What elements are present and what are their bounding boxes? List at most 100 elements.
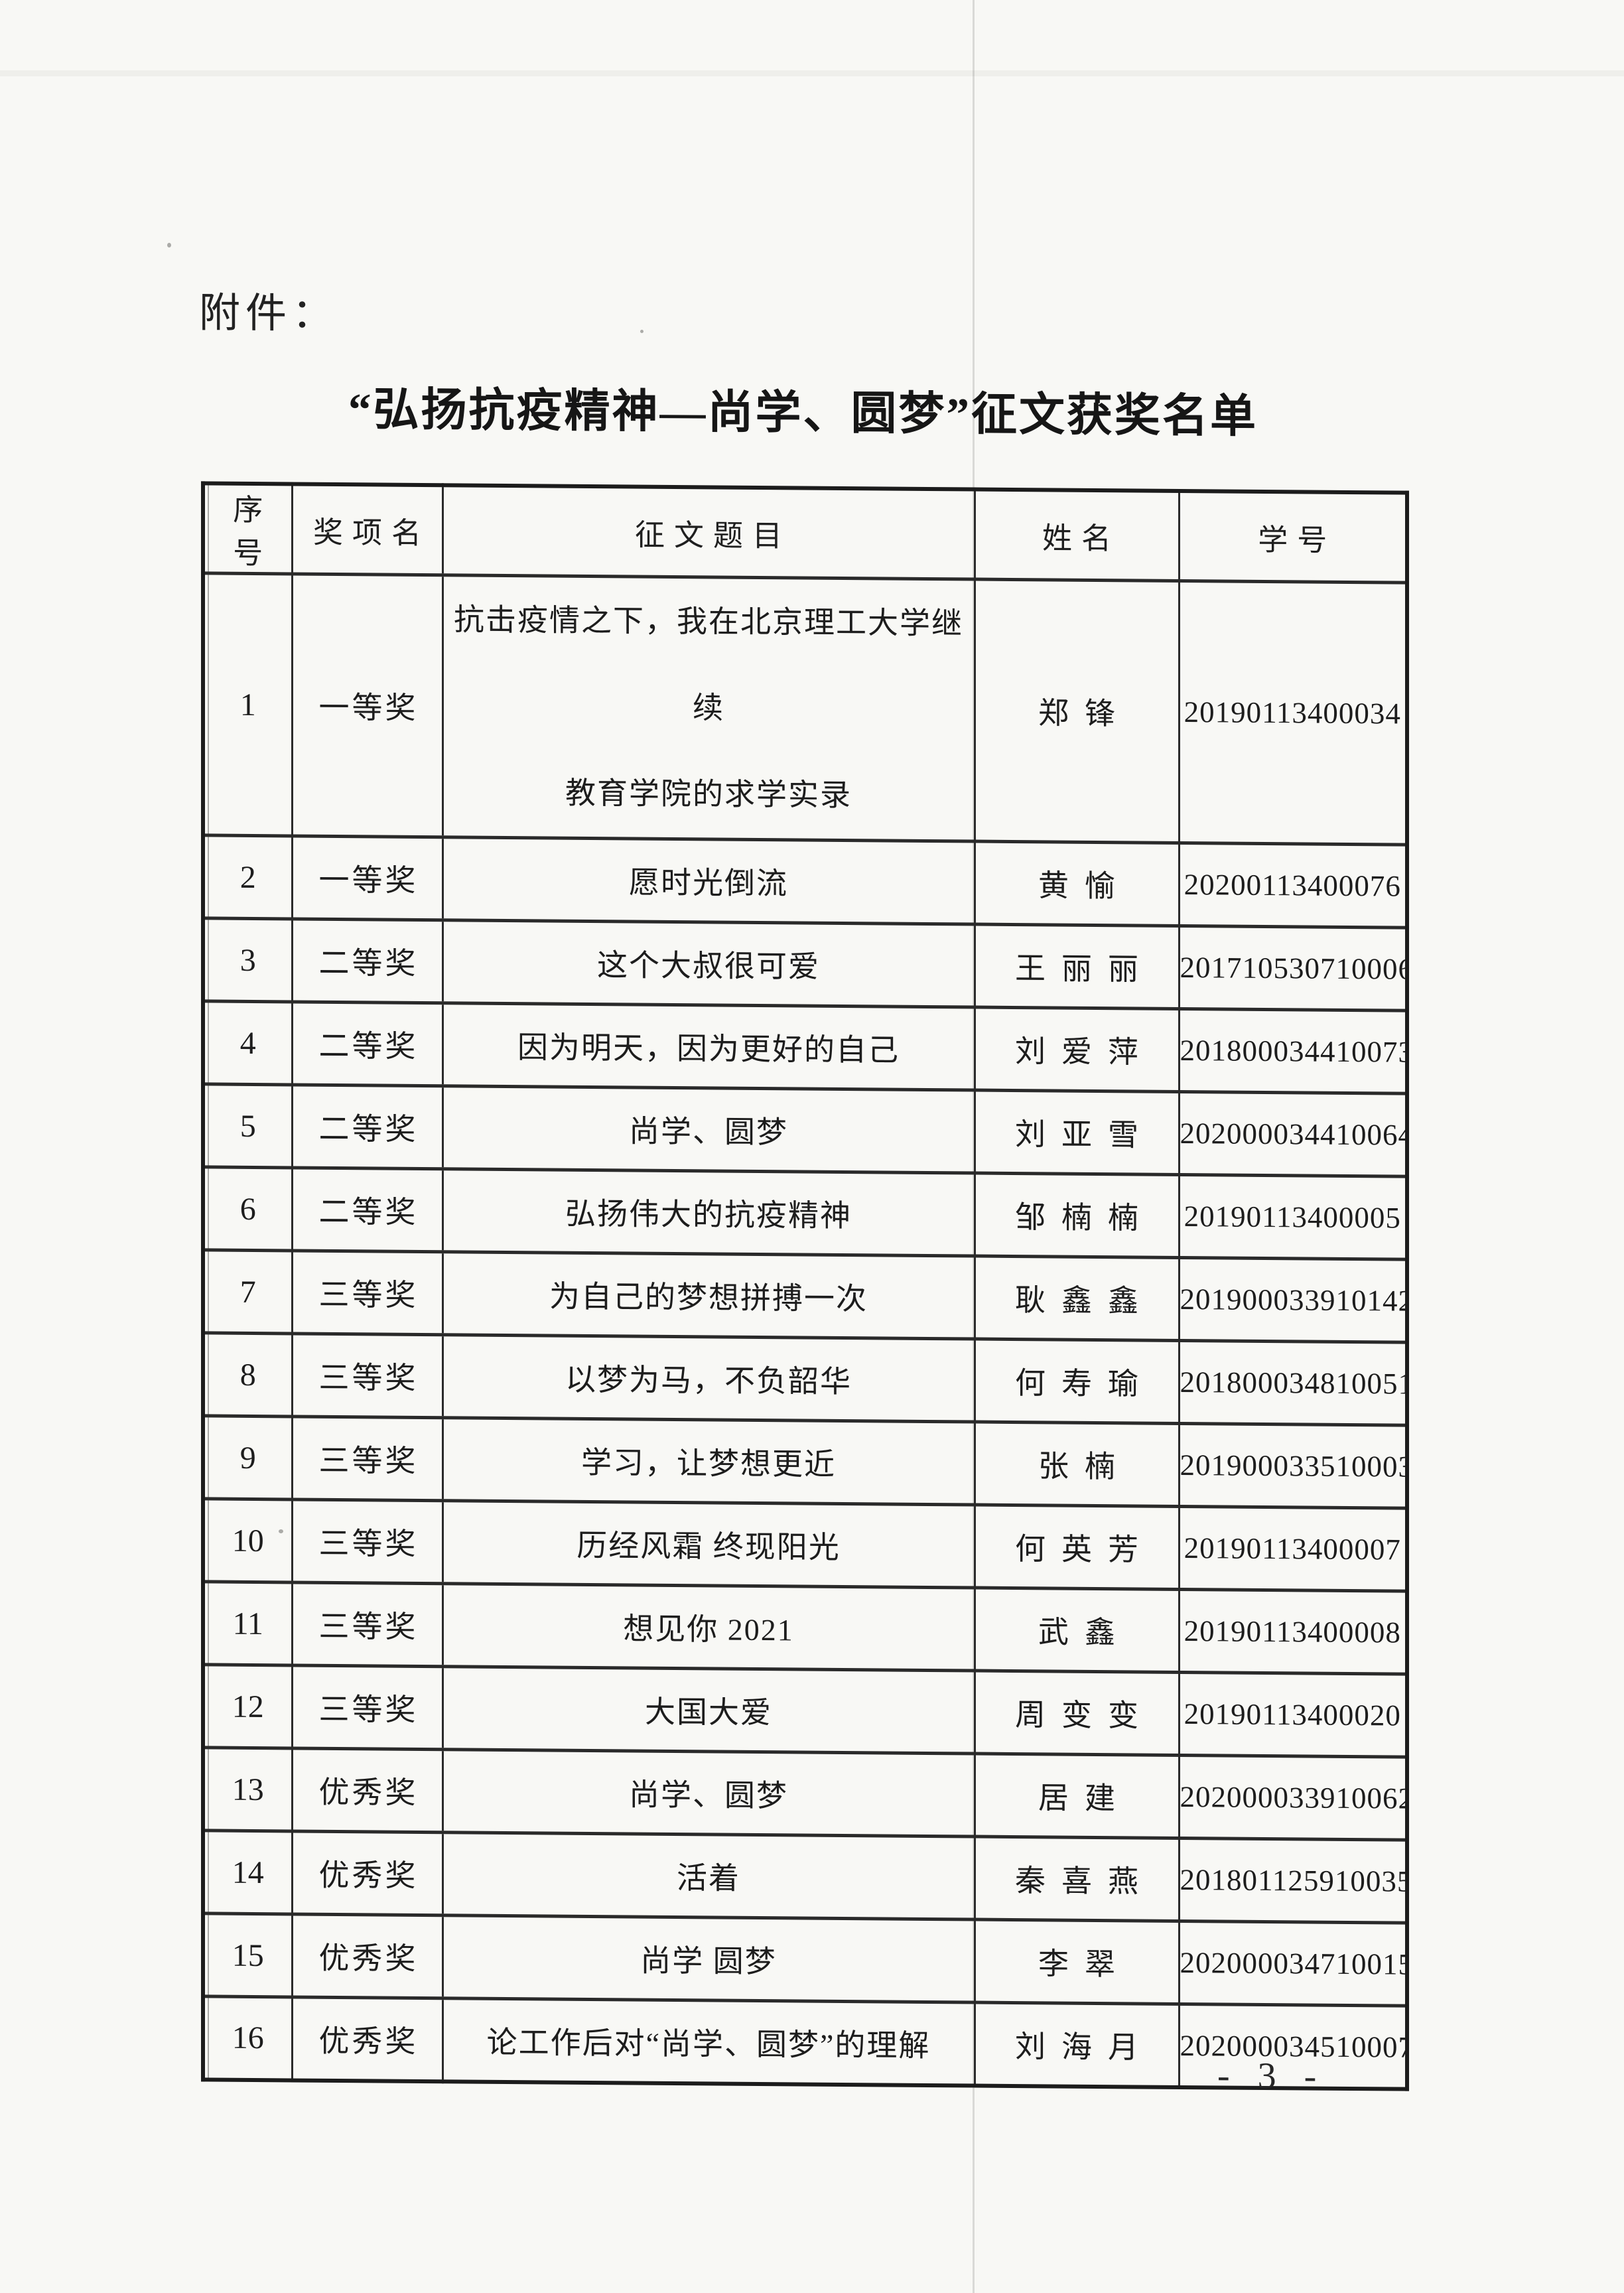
table-row: 12 三等奖 大国大爱 周变变 20190113400020: [203, 1664, 1407, 1758]
ink-speck: [640, 330, 643, 333]
award-cell: 优秀奖: [292, 1831, 442, 1915]
row-number-cell: 8: [203, 1332, 292, 1417]
essay-title-cell: 学习，让梦想更近: [442, 1417, 975, 1505]
award-cell: 三等奖: [292, 1582, 442, 1667]
essay-title-cell: 愿时光倒流: [442, 837, 975, 925]
name-cell: 刘海月: [975, 2002, 1179, 2087]
table-row: 11 三等奖 想见你 2021 武鑫 20190113400008: [203, 1581, 1407, 1675]
student-id-cell: 201801125910035: [1179, 1838, 1407, 1923]
name-cell: 王丽丽: [975, 924, 1179, 1009]
page-number: - 3 -: [1217, 2055, 1326, 2097]
table-row: 8 三等奖 以梦为马，不负韶华 何寿瑜 201800034810051: [203, 1332, 1407, 1426]
row-number-cell: 13: [203, 1747, 292, 1831]
name-cell: 何寿瑜: [975, 1339, 1179, 1424]
student-id-cell: 20190113400005: [1179, 1174, 1407, 1260]
award-cell: 优秀奖: [292, 1913, 442, 1998]
row-number-cell: 5: [203, 1083, 292, 1168]
student-id-cell: 20190113400020: [1179, 1672, 1407, 1758]
award-cell: 一等奖: [292, 573, 442, 837]
table-row: 9 三等奖 学习，让梦想更近 张楠 201900033510003: [203, 1415, 1407, 1509]
award-cell: 优秀奖: [292, 1748, 442, 1833]
table-body: 1 一等奖 抗击疫情之下，我在北京理工大学继续 教育学院的求学实录 郑锋 201…: [203, 573, 1407, 2089]
award-cell: 三等奖: [292, 1333, 442, 1418]
essay-title-cell: 尚学、圆梦: [442, 1749, 975, 1837]
name-cell: 耿鑫鑫: [975, 1256, 1179, 1341]
table-row: 1 一等奖 抗击疫情之下，我在北京理工大学继续 教育学院的求学实录 郑锋 201…: [203, 573, 1407, 845]
award-cell: 三等奖: [292, 1416, 442, 1501]
table-row: 7 三等奖 为自己的梦想拼搏一次 耿鑫鑫 201900033910142: [203, 1249, 1407, 1343]
ink-speck: [167, 243, 171, 247]
name-cell: 郑锋: [975, 579, 1179, 843]
essay-title-cell: 活着: [442, 1832, 975, 1920]
student-id-cell: 201800034410073: [1179, 1008, 1407, 1094]
table-row: 13 优秀奖 尚学、圆梦 居建 202000033910062: [203, 1747, 1407, 1841]
essay-title-cell: 大国大爱: [442, 1666, 975, 1754]
student-id-cell: 201900033510003: [1179, 1423, 1407, 1509]
essay-title-cell: 尚学、圆梦: [442, 1085, 975, 1174]
row-number-cell: 4: [203, 1001, 292, 1085]
scan-streak: [0, 70, 1624, 76]
award-cell: 优秀奖: [292, 1996, 442, 2081]
student-id-cell: 202000034710015: [1179, 1921, 1407, 2006]
student-id-cell: 201900033910142: [1179, 1257, 1407, 1343]
award-cell: 二等奖: [292, 1084, 442, 1169]
essay-title-cell: 历经风霜 终现阳光: [442, 1500, 975, 1588]
header-cell-award: 奖项名: [292, 484, 442, 575]
document-title: “弘扬抗疫精神—尚学、圆梦”征文获奖名单: [348, 384, 1258, 442]
row-number-cell: 7: [203, 1249, 292, 1334]
student-id-cell: 202000034410064: [1179, 1091, 1407, 1177]
row-number-cell: 16: [203, 1996, 292, 2080]
row-number-cell: 10: [203, 1498, 292, 1582]
name-cell: 邹楠楠: [975, 1173, 1179, 1258]
essay-title-cell: 尚学 圆梦: [442, 1915, 975, 2003]
student-id-cell: 201710530710006: [1179, 926, 1407, 1011]
table-row: 15 优秀奖 尚学 圆梦 李翠 202000034710015: [203, 1913, 1407, 2006]
name-cell: 何英芳: [975, 1505, 1179, 1590]
row-number-cell: 11: [203, 1581, 292, 1665]
table-row: 6 二等奖 弘扬伟大的抗疫精神 邹楠楠 20190113400005: [203, 1166, 1407, 1260]
student-id-cell: 20190113400007: [1179, 1506, 1407, 1592]
row-number-cell: 9: [203, 1415, 292, 1499]
name-cell: 周变变: [975, 1671, 1179, 1756]
table-row: 14 优秀奖 活着 秦喜燕 201801125910035: [203, 1830, 1407, 1923]
table-row: 5 二等奖 尚学、圆梦 刘亚雪 202000034410064: [203, 1083, 1407, 1177]
essay-title-cell: 为自己的梦想拼搏一次: [442, 1251, 975, 1340]
award-cell: 二等奖: [292, 918, 442, 1003]
awards-table-wrapper: 序号 奖项名 征文题目 姓名 学号 1 一等奖 抗击疫情之下，我在北京理工大学继…: [201, 481, 1409, 2091]
award-cell: 一等奖: [292, 835, 442, 920]
row-number-cell: 3: [203, 918, 292, 1002]
name-cell: 黄愉: [975, 841, 1179, 926]
header-cell-essay: 征文题目: [442, 485, 975, 580]
essay-title-cell: 想见你 2021: [442, 1583, 975, 1671]
row-number-cell: 1: [203, 573, 292, 836]
essay-title-cell: 以梦为马，不负韶华: [442, 1334, 975, 1423]
student-id-cell: 20190113400008: [1179, 1589, 1407, 1675]
essay-title-cell: 弘扬伟大的抗疫精神: [442, 1168, 975, 1257]
header-cell-student-id: 学号: [1179, 490, 1407, 583]
award-cell: 三等奖: [292, 1499, 442, 1584]
row-number-cell: 12: [203, 1664, 292, 1748]
awards-table: 序号 奖项名 征文题目 姓名 学号 1 一等奖 抗击疫情之下，我在北京理工大学继…: [201, 481, 1409, 2091]
row-number-cell: 15: [203, 1913, 292, 1997]
header-cell-name: 姓名: [975, 489, 1179, 581]
essay-title-cell: 抗击疫情之下，我在北京理工大学继续 教育学院的求学实录: [442, 575, 975, 842]
table-row: 3 二等奖 这个大叔很可爱 王丽丽 201710530710006: [203, 918, 1407, 1011]
table-row: 2 一等奖 愿时光倒流 黄愉 20200113400076: [203, 835, 1407, 928]
name-cell: 武鑫: [975, 1588, 1179, 1673]
award-cell: 二等奖: [292, 1001, 442, 1086]
student-id-cell: 20190113400034: [1179, 581, 1407, 845]
student-id-cell: 202000033910062: [1179, 1755, 1407, 1841]
row-number-cell: 14: [203, 1830, 292, 1914]
award-cell: 三等奖: [292, 1665, 442, 1750]
student-id-cell: 201800034810051: [1179, 1340, 1407, 1426]
header-cell-number: 序号: [203, 483, 292, 574]
row-number-cell: 2: [203, 835, 292, 919]
award-cell: 二等奖: [292, 1167, 442, 1252]
table-row: 10 三等奖 历经风霜 终现阳光 何英芳 20190113400007: [203, 1498, 1407, 1592]
essay-title-cell: 因为明天，因为更好的自己: [442, 1003, 975, 1091]
name-cell: 刘爱萍: [975, 1007, 1179, 1092]
table-row: 4 二等奖 因为明天，因为更好的自己 刘爱萍 201800034410073: [203, 1001, 1407, 1094]
award-cell: 三等奖: [292, 1250, 442, 1335]
